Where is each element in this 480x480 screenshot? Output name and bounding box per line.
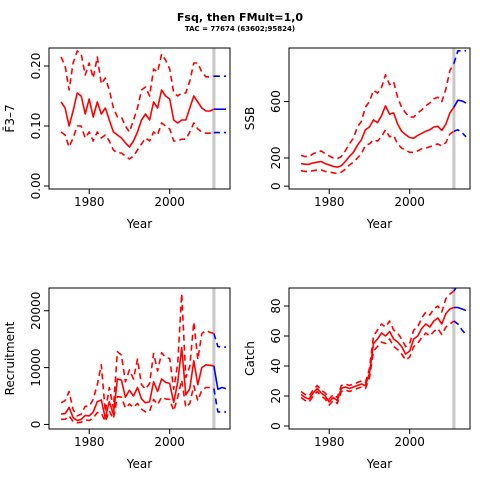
series-projection_upper-line xyxy=(213,333,226,348)
y-tick-label: 0.00 xyxy=(29,173,43,200)
series-projection_upper-line xyxy=(453,49,466,64)
y-axis-label: Recruitment xyxy=(3,321,17,395)
x-tick-label: 1980 xyxy=(74,435,105,449)
x-axis-label: Year xyxy=(126,457,152,471)
plot-frame xyxy=(288,287,471,430)
figure-title: Fsq, then FMult=1,0 xyxy=(177,11,304,24)
series-upper-line xyxy=(60,292,215,417)
x-axis-label: Year xyxy=(126,217,152,231)
x-tick-label: 1980 xyxy=(314,195,345,209)
series-lower-line xyxy=(300,320,455,406)
series-group xyxy=(300,49,467,175)
y-axis-label: Catch xyxy=(243,341,257,376)
series-lower-line xyxy=(60,122,215,160)
series-lower-line xyxy=(300,129,455,175)
plot-frame xyxy=(48,47,231,190)
y-tick-label: 0.10 xyxy=(29,113,43,140)
plot-frame xyxy=(288,47,471,190)
y-tick-label: 60 xyxy=(269,328,283,343)
y-tick-label: 600 xyxy=(269,90,283,113)
x-tick-label: 2000 xyxy=(154,195,185,209)
series-upper-line xyxy=(300,63,455,160)
x-tick-label: 2000 xyxy=(154,435,185,449)
y-tick-label: 0 xyxy=(269,422,283,430)
plot-frame xyxy=(48,287,231,430)
series-estimate-line xyxy=(300,105,455,168)
y-tick-label: 20000 xyxy=(29,292,43,330)
y-tick-label: 20 xyxy=(269,388,283,403)
series-estimate-line xyxy=(60,346,215,422)
y-tick-label: 200 xyxy=(269,147,283,170)
y-axis-label: F̄3–7 xyxy=(3,104,17,132)
series-upper-line xyxy=(60,50,215,133)
x-tick-label: 2000 xyxy=(394,435,425,449)
series-estimate-line xyxy=(60,89,215,148)
panel-catch: 1980 2000 0 20 40 60 80 Year Catch xyxy=(243,287,471,471)
x-tick-label: 1980 xyxy=(74,195,105,209)
series-group xyxy=(300,288,467,406)
series-projection-line xyxy=(453,306,467,312)
series-estimate-line xyxy=(300,306,455,403)
series-projection_lower-line xyxy=(213,388,226,413)
y-tick-label: 40 xyxy=(269,358,283,373)
x-axis-label: Year xyxy=(366,457,392,471)
panel-fbar: 1980 2000 0.00 0.10 0.20 Year F̄3–7 xyxy=(3,47,231,231)
y-tick-label: 0 xyxy=(29,421,43,429)
series-projection-line xyxy=(453,99,467,108)
figure-subtitle: TAC = 77674 (63602;95824) xyxy=(185,25,295,33)
series-group xyxy=(60,50,226,160)
series-group xyxy=(60,292,227,424)
series-projection_lower-line xyxy=(453,320,467,336)
x-axis-label: Year xyxy=(366,217,392,231)
panel-ssb: 1980 2000 0 200 600 Year SSB xyxy=(243,47,471,231)
x-tick-label: 1980 xyxy=(314,435,345,449)
y-axis-label: SSB xyxy=(243,107,257,130)
series-projection_lower-line xyxy=(453,129,467,138)
series-upper-line xyxy=(300,290,455,400)
series-projection-line xyxy=(213,365,227,391)
y-tick-label: 10000 xyxy=(29,349,43,387)
x-tick-label: 2000 xyxy=(394,195,425,209)
y-tick-label: 80 xyxy=(269,298,283,313)
series-lower-line xyxy=(61,379,215,424)
y-tick-label: 0 xyxy=(269,182,283,190)
y-tick-label: 0.20 xyxy=(29,53,43,80)
